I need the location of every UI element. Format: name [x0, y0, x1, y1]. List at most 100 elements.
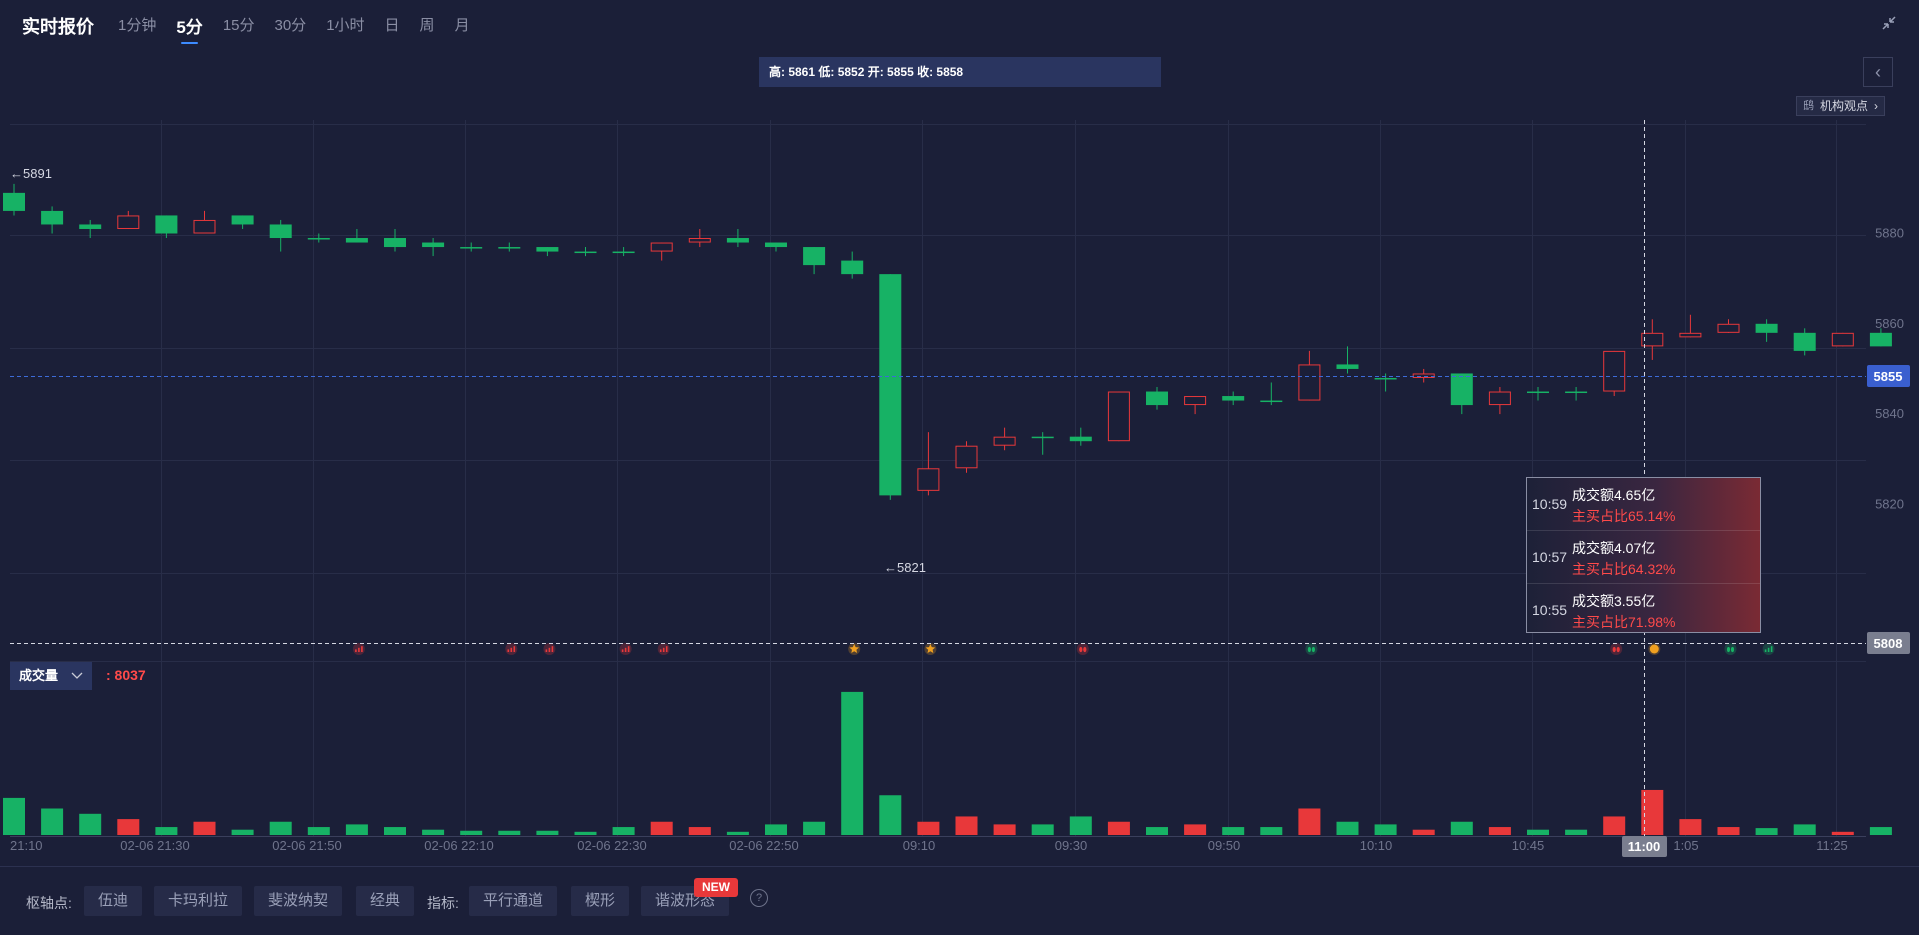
- tab-15min[interactable]: 15分: [222, 17, 255, 34]
- candle: [612, 247, 635, 257]
- side-panel-toggle[interactable]: ‹: [1863, 57, 1893, 87]
- indicator-label: 指标:: [427, 895, 459, 911]
- candle: [1488, 387, 1511, 415]
- indicator-option-wedge[interactable]: 楔形: [571, 886, 630, 916]
- candlestick-chart[interactable]: 5855 5808 11:00 ←5891 ←5821 5880 5860 5840…: [0, 0, 1919, 866]
- candle-body: [155, 215, 178, 234]
- candle-body: [650, 242, 673, 252]
- indicator-option-parallel-channel[interactable]: 平行通道: [469, 886, 558, 916]
- candle: [231, 215, 254, 229]
- tooltip-amount: 成交额4.07亿: [1572, 540, 1656, 556]
- time-tick-label: 09:10: [903, 838, 936, 853]
- price-tick-label: 5840: [1875, 406, 1904, 421]
- chevron-down-icon: [71, 662, 83, 700]
- tooltip-row: 10:57 成交额4.07亿 主买占比64.32%: [1527, 531, 1760, 584]
- volume-bar: [1641, 789, 1664, 835]
- signal-marker: [1762, 643, 1775, 655]
- candle: [1869, 328, 1892, 347]
- crosshair-price-tag: [1867, 632, 1910, 654]
- chevron-right-icon: ›: [1874, 99, 1879, 113]
- time-tick-label: 09:50: [1208, 838, 1241, 853]
- volume-bar: [498, 830, 521, 835]
- volume-bar: [1869, 827, 1892, 835]
- volume-bar: [1717, 827, 1740, 835]
- time-tick-label: 10:45: [1512, 838, 1545, 853]
- volume-bar: [1107, 821, 1130, 835]
- candle-body: [1527, 391, 1549, 394]
- volume-bar: [1831, 831, 1854, 835]
- tab-day[interactable]: 日: [384, 17, 400, 34]
- volume-bar: [1450, 821, 1473, 835]
- help-icon[interactable]: ?: [750, 889, 768, 907]
- volume-bar: [1793, 824, 1816, 835]
- candle: [1717, 319, 1740, 333]
- candle-body: [1488, 391, 1511, 406]
- top-bar: 实时报价 1分钟 5分 15分 30分 1小时 日 周 月: [0, 0, 1919, 46]
- tab-5min[interactable]: 5分: [176, 13, 203, 44]
- candle-body: [1603, 350, 1626, 392]
- candle-body: [1336, 364, 1359, 369]
- candle-body: [955, 445, 978, 469]
- volume-indicator-dropdown[interactable]: 成交量: [10, 662, 92, 690]
- volume-bar: [536, 830, 559, 835]
- volume-bar: [726, 831, 749, 835]
- volume-bar: [384, 827, 406, 835]
- candle-body: [536, 247, 559, 252]
- volume-bar: [1565, 829, 1588, 835]
- candle: [193, 210, 216, 234]
- volume-bar: [3, 797, 25, 835]
- candle-body: [1412, 373, 1435, 378]
- volume-bar: [1222, 827, 1245, 835]
- time-tick-label: 02-06 22:10: [424, 838, 493, 853]
- pivot-option-classic[interactable]: 经典: [356, 886, 415, 916]
- tab-month[interactable]: 月: [454, 17, 470, 34]
- pivot-option-fibonacci[interactable]: 斐波纳契: [254, 886, 343, 916]
- candle: [1527, 387, 1549, 401]
- candle: [1679, 314, 1702, 338]
- candle: [1260, 382, 1283, 406]
- candle-body: [345, 238, 368, 243]
- time-tick-label: 10:10: [1360, 838, 1393, 853]
- volume-bar: [1298, 808, 1321, 835]
- candle-body: [231, 215, 254, 225]
- candle-body: [765, 242, 787, 248]
- candle: [803, 247, 826, 275]
- candle: [955, 441, 978, 473]
- volume-bar: [650, 821, 673, 835]
- candle-body: [41, 210, 64, 225]
- signal-marker: [1610, 643, 1623, 655]
- candle: [3, 183, 25, 216]
- interval-tabs: 1分钟 5分 15分 30分 1小时 日 周 月: [118, 13, 490, 44]
- signal-marker: [543, 643, 556, 655]
- candle-body: [574, 251, 597, 254]
- volume-bar: [1374, 824, 1397, 835]
- signal-marker: [924, 643, 937, 655]
- candle-body: [1755, 323, 1778, 333]
- signal-marker: [1076, 643, 1089, 655]
- ohlc-readout: 高: 5861 低: 5852 开: 5855 收: 5858: [759, 57, 1161, 87]
- collapse-arrows-icon[interactable]: [1881, 15, 1897, 31]
- pivot-option-woodie[interactable]: 伍迪: [84, 886, 143, 916]
- tooltip-ratio: 主买占比64.32%: [1572, 561, 1676, 577]
- volume-bar: [574, 831, 597, 835]
- candle-body: [307, 238, 330, 240]
- volume-bar: [955, 816, 978, 835]
- tab-1min[interactable]: 1分钟: [118, 17, 157, 34]
- tab-week[interactable]: 周: [419, 17, 435, 34]
- volume-bar: [1336, 821, 1359, 835]
- candle-series: [3, 183, 1892, 500]
- tooltip-amount: 成交额4.65亿: [1572, 487, 1656, 503]
- tab-1hour[interactable]: 1小时: [326, 17, 365, 34]
- candle: [726, 228, 749, 248]
- candle-body: [1450, 373, 1473, 406]
- time-tick-label: 21:10: [10, 838, 43, 853]
- candle-body: [384, 238, 406, 248]
- pivot-option-camarilla[interactable]: 卡玛利拉: [154, 886, 243, 916]
- candle-body: [612, 251, 635, 254]
- tab-30min[interactable]: 30分: [274, 17, 307, 34]
- institution-views-button[interactable]: 鸱 机构观点 ›: [1796, 96, 1886, 116]
- tooltip-amount: 成交额3.55亿: [1572, 593, 1656, 609]
- candle: [79, 219, 102, 239]
- candle-body: [1869, 332, 1892, 347]
- candle: [1755, 319, 1778, 342]
